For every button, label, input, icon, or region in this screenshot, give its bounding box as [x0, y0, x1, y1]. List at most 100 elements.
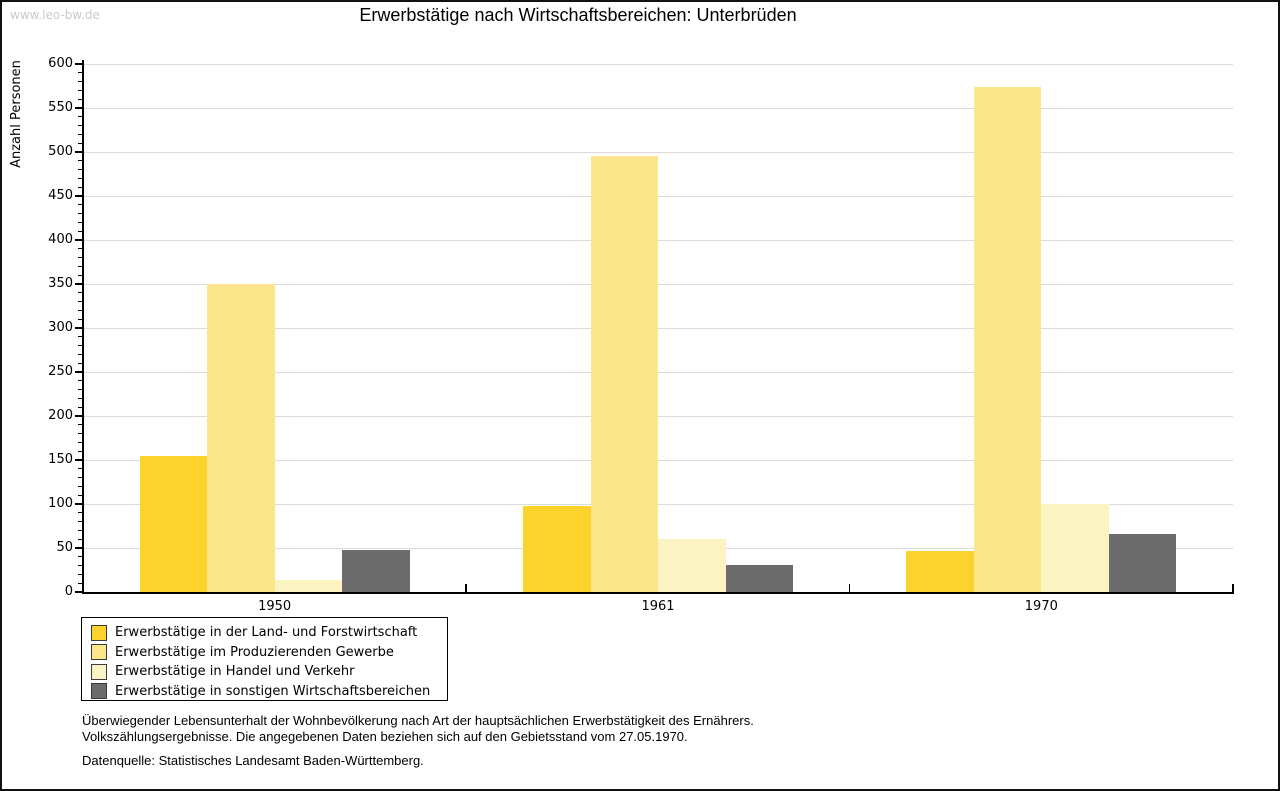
- y-major-tick: [75, 415, 83, 417]
- legend-item: Erwerbstätige in Handel und Verkehr: [91, 662, 447, 682]
- gridline: [83, 503, 1233, 505]
- y-minor-tick: [78, 565, 83, 567]
- y-minor-tick: [78, 116, 83, 118]
- y-minor-tick: [78, 494, 83, 496]
- y-tick-label: 450: [48, 188, 73, 203]
- y-major-tick: [75, 107, 83, 109]
- x-boundary-tick: [848, 584, 851, 592]
- gridline: [83, 371, 1233, 373]
- bar-1970-series-1: [906, 550, 974, 592]
- x-boundary-tick: [1232, 584, 1234, 592]
- y-tick-label: 500: [48, 144, 73, 159]
- y-minor-tick: [78, 318, 83, 320]
- y-minor-tick: [78, 573, 83, 575]
- y-tick-label: 0: [64, 584, 73, 599]
- y-tick-label: 150: [48, 452, 73, 467]
- legend-label: Erwerbstätige im Produzierenden Gewerbe: [115, 644, 394, 660]
- y-minor-tick: [78, 142, 83, 144]
- y-major-tick: [75, 151, 83, 153]
- gridline: [83, 239, 1233, 241]
- y-minor-tick: [78, 177, 83, 179]
- legend-box: Erwerbstätige in der Land- und Forstwirt…: [81, 617, 448, 701]
- gridline: [83, 327, 1233, 329]
- y-minor-tick: [78, 380, 83, 382]
- y-minor-tick: [78, 485, 83, 487]
- gridline: [83, 283, 1233, 285]
- y-minor-tick: [78, 221, 83, 223]
- y-minor-tick: [78, 582, 83, 584]
- bar-1961-series-3: [658, 539, 726, 592]
- y-tick-label: 200: [48, 408, 73, 423]
- bar-1970-series-3: [1041, 504, 1109, 592]
- legend-swatch: [91, 624, 107, 641]
- y-minor-tick: [78, 529, 83, 531]
- gridline: [83, 195, 1233, 197]
- y-tick-label: 400: [48, 232, 73, 247]
- watermark: www.leo-bw.de: [10, 8, 100, 22]
- y-axis-label: Anzahl Personen: [9, 60, 24, 168]
- y-minor-tick: [78, 98, 83, 100]
- bar-1950-series-3: [274, 579, 343, 592]
- y-tick-label: 350: [48, 276, 73, 291]
- y-minor-tick: [78, 257, 83, 259]
- gridline: [83, 63, 1233, 65]
- y-major-tick: [75, 195, 83, 197]
- y-minor-tick: [78, 433, 83, 435]
- y-minor-tick: [78, 538, 83, 540]
- x-tick-label: 1961: [641, 599, 675, 614]
- y-minor-tick: [78, 186, 83, 188]
- y-minor-tick: [78, 125, 83, 127]
- y-tick-label: 50: [56, 540, 73, 555]
- y-minor-tick: [78, 72, 83, 74]
- bar-1950-series-2: [207, 284, 275, 592]
- y-minor-tick: [78, 89, 83, 91]
- y-major-tick: [75, 63, 83, 65]
- bar-1950-series-1: [139, 456, 208, 592]
- gridline: [83, 415, 1233, 417]
- chart-title: Erwerbstätige nach Wirtschaftsbereichen:…: [359, 5, 797, 25]
- y-minor-tick: [78, 230, 83, 232]
- y-major-tick: [75, 327, 83, 329]
- y-minor-tick: [78, 424, 83, 426]
- y-minor-tick: [78, 406, 83, 408]
- legend-item: Erwerbstätige in der Land- und Forstwirt…: [91, 623, 447, 643]
- y-major-tick: [75, 371, 83, 373]
- y-minor-tick: [78, 81, 83, 83]
- y-minor-tick: [78, 362, 83, 364]
- y-tick-label: 250: [48, 364, 73, 379]
- y-minor-tick: [78, 133, 83, 135]
- y-minor-tick: [78, 301, 83, 303]
- y-minor-tick: [78, 336, 83, 338]
- y-minor-tick: [78, 204, 83, 206]
- x-tick-label: 1950: [258, 599, 292, 614]
- footnote-line-1: Überwiegender Lebensunterhalt der Wohnbe…: [82, 713, 754, 728]
- bar-1961-series-1: [523, 505, 591, 592]
- footnote-line-2: Volkszählungsergebnisse. Die angegebenen…: [82, 729, 688, 744]
- legend-label: Erwerbstätige in Handel und Verkehr: [115, 664, 355, 680]
- gridline: [83, 459, 1233, 461]
- y-minor-tick: [78, 556, 83, 558]
- y-tick-label: 550: [48, 100, 73, 115]
- y-tick-label: 300: [48, 320, 73, 335]
- y-major-tick: [75, 239, 83, 241]
- y-minor-tick: [78, 292, 83, 294]
- bar-1970-series-2: [973, 86, 1042, 592]
- bar-1970-series-4: [1108, 533, 1177, 592]
- legend-label: Erwerbstätige in sonstigen Wirtschaftsbe…: [115, 683, 431, 699]
- y-minor-tick: [78, 450, 83, 452]
- legend-swatch: [91, 663, 107, 680]
- y-minor-tick: [78, 397, 83, 399]
- y-major-tick: [75, 591, 83, 593]
- y-minor-tick: [78, 345, 83, 347]
- y-minor-tick: [78, 353, 83, 355]
- y-minor-tick: [78, 160, 83, 162]
- y-minor-tick: [78, 468, 83, 470]
- y-minor-tick: [78, 477, 83, 479]
- y-axis-line: [82, 60, 84, 594]
- y-minor-tick: [78, 274, 83, 276]
- y-major-tick: [75, 459, 83, 461]
- legend-item: Erwerbstätige im Produzierenden Gewerbe: [91, 643, 447, 663]
- y-minor-tick: [78, 389, 83, 391]
- y-major-tick: [75, 283, 83, 285]
